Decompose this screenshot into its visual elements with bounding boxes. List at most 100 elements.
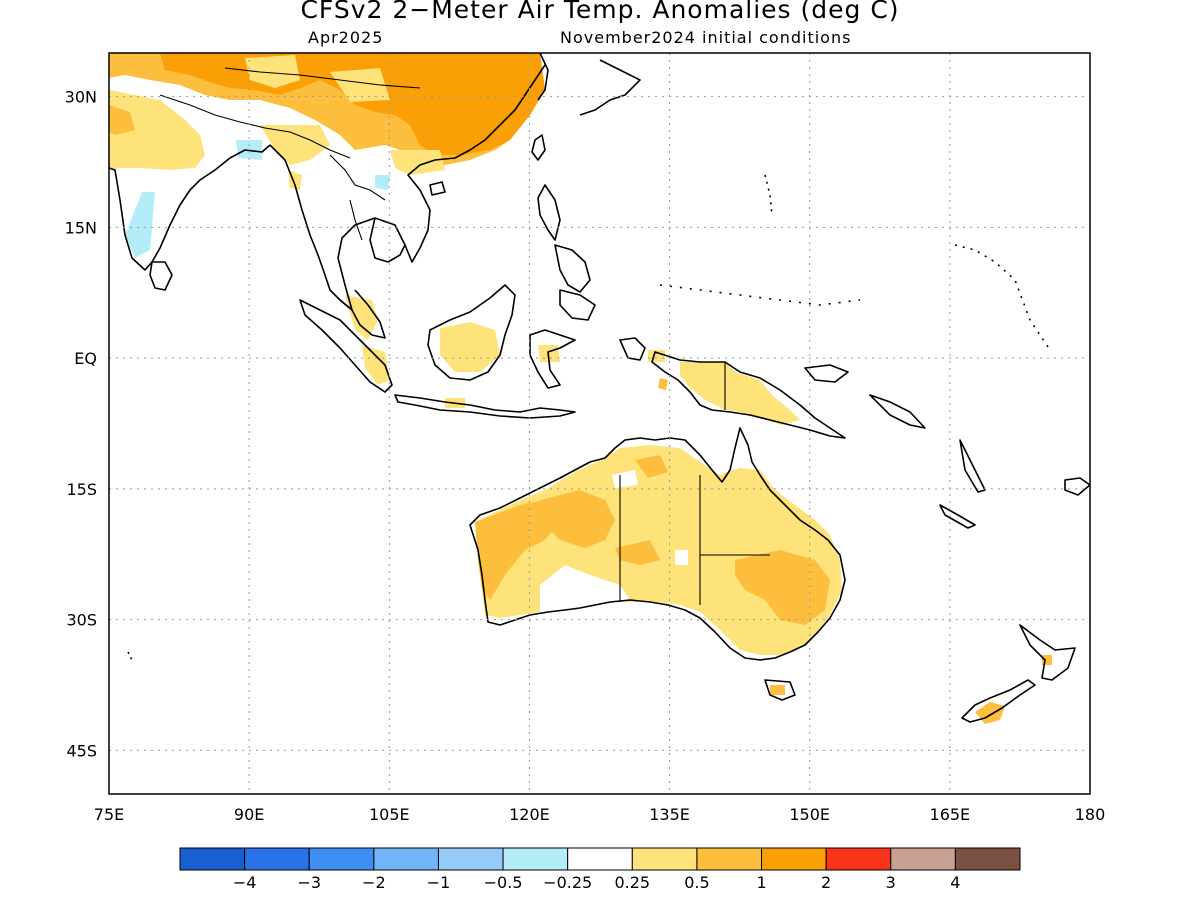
longitude-labels: 75E 90E 105E 120E 135E 150E 165E 180 [94, 805, 1106, 824]
coastline-guam [764, 174, 773, 216]
coastline-fiji [1064, 477, 1090, 496]
map-title: CFSv2 2−Meter Air Temp. Anomalies (deg C… [300, 0, 900, 24]
anomaly-region-mongolia [330, 68, 390, 102]
color-legend-label: −2 [362, 873, 386, 892]
coastline-new-guinea [651, 351, 846, 439]
coastline-sumatra [299, 299, 393, 393]
color-legend-label: 0.25 [614, 873, 650, 892]
coastline-japan [579, 59, 641, 116]
anomaly-region-australia-white-2 [675, 550, 688, 565]
coastline-borneo [427, 284, 516, 381]
anomaly-region-new-guinea-2 [658, 378, 668, 390]
anomaly-region-india-cool [125, 192, 155, 258]
coastline-australia [469, 427, 846, 661]
coastline-new-zealand-north [1019, 624, 1076, 681]
country-borders [159, 67, 770, 605]
coastline-sri-lanka [149, 261, 173, 291]
coastline-hainan [429, 181, 446, 196]
coastline-micronesia [659, 284, 861, 306]
color-legend-swatch [696, 847, 763, 871]
longitude-label: 75E [94, 805, 124, 824]
border-china-mongolia [224, 67, 421, 89]
anomaly-region-new-guinea [680, 362, 800, 425]
border-china-india [159, 94, 351, 159]
coastline-new-zealand-south [961, 679, 1036, 723]
color-legend-label: 2 [821, 873, 831, 892]
color-legend-label: 4 [950, 873, 960, 892]
coastline-java [394, 394, 576, 419]
coastlines [109, 53, 1090, 723]
color-legend-swatch [761, 847, 827, 871]
coastline-taiwan [531, 134, 546, 161]
anomaly-region-australia-north [635, 455, 668, 478]
anomaly-region-australia-west [475, 500, 560, 600]
anomaly-region-australia-central [540, 490, 615, 548]
anomaly-region-bangladesh [260, 125, 330, 165]
anomaly-region-new-zealand-north [1042, 655, 1052, 665]
anomaly-region-borneo [440, 322, 500, 372]
coastline-solomons [869, 394, 926, 429]
forecast-month: Apr2025 [308, 28, 384, 47]
color-legend-swatch [373, 847, 439, 871]
coastline-new-britain [804, 364, 849, 383]
longitude-label: 165E [930, 805, 971, 824]
longitude-label: 120E [509, 805, 550, 824]
color-legend-swatch [502, 847, 569, 871]
coastline-gulf-thailand [369, 217, 406, 263]
color-legend [179, 847, 1021, 871]
anomaly-region-china-south [390, 150, 445, 175]
coastline-sulawesi [529, 329, 576, 389]
color-legend-swatch [244, 847, 310, 871]
coastline-korea [537, 53, 549, 101]
color-legend-swatch [825, 847, 892, 871]
color-legend-swatch [308, 847, 375, 871]
coastline-myanmar [269, 144, 353, 311]
anomaly-region-australia-south-cool [540, 565, 630, 612]
longitude-label: 150E [789, 805, 830, 824]
anomaly-region-indochina-cool [375, 175, 390, 190]
coastline-island-west [127, 651, 133, 661]
anomaly-region-tibet [245, 55, 300, 88]
anomaly-region-india-west [109, 105, 135, 135]
latitude-labels: 30N 15N EQ 15S 30S 45S [65, 88, 97, 761]
coastline-philippines-luzon [537, 184, 561, 241]
latitude-label: 30S [66, 611, 97, 630]
coastline-mindanao [559, 289, 596, 321]
latitude-label: 45S [66, 741, 97, 760]
color-legend-swatch [890, 847, 956, 871]
color-legend-label: 0.5 [684, 873, 709, 892]
initial-conditions: November2024 initial conditions [560, 28, 852, 47]
anomaly-shading [109, 53, 1052, 724]
color-legend-label: 3 [886, 873, 896, 892]
coastline-tasmania [764, 679, 796, 701]
color-legend-label: 1 [756, 873, 766, 892]
color-legend-label: −3 [297, 873, 321, 892]
color-legend-label: −1 [427, 873, 451, 892]
color-legend-labels: −4 −3 −2 −1 −0.5 −0.25 0.25 0.5 1 2 3 4 [233, 873, 961, 892]
anomaly-region-sumatra-south [362, 345, 390, 385]
coastline-halmahera [619, 337, 646, 361]
anomaly-region-india [109, 90, 205, 170]
longitude-label: 180 [1075, 805, 1106, 824]
coastline-marshall [954, 244, 1051, 351]
border-indochina [329, 154, 386, 201]
coastline-philippines-south [554, 244, 591, 293]
anomaly-region-new-zealand-south [975, 702, 1005, 724]
coastline-vanuatu [959, 439, 986, 493]
anomaly-region-australia-white-1 [612, 470, 638, 488]
longitude-label: 105E [369, 805, 410, 824]
latitude-label: 30N [65, 88, 97, 107]
coastline-indochina [337, 64, 546, 311]
latitude-label: 15N [65, 218, 97, 237]
coastline-malay [339, 289, 386, 339]
color-legend-swatch [179, 847, 246, 871]
coastline-india [109, 144, 271, 271]
color-legend-swatch [437, 847, 504, 871]
color-legend-swatch [954, 847, 1021, 871]
anomaly-region-australia [475, 445, 842, 655]
color-legend-swatch [631, 847, 698, 871]
anomaly-region-tasmania [770, 685, 785, 695]
border-thailand [349, 199, 363, 241]
longitude-label: 90E [234, 805, 264, 824]
